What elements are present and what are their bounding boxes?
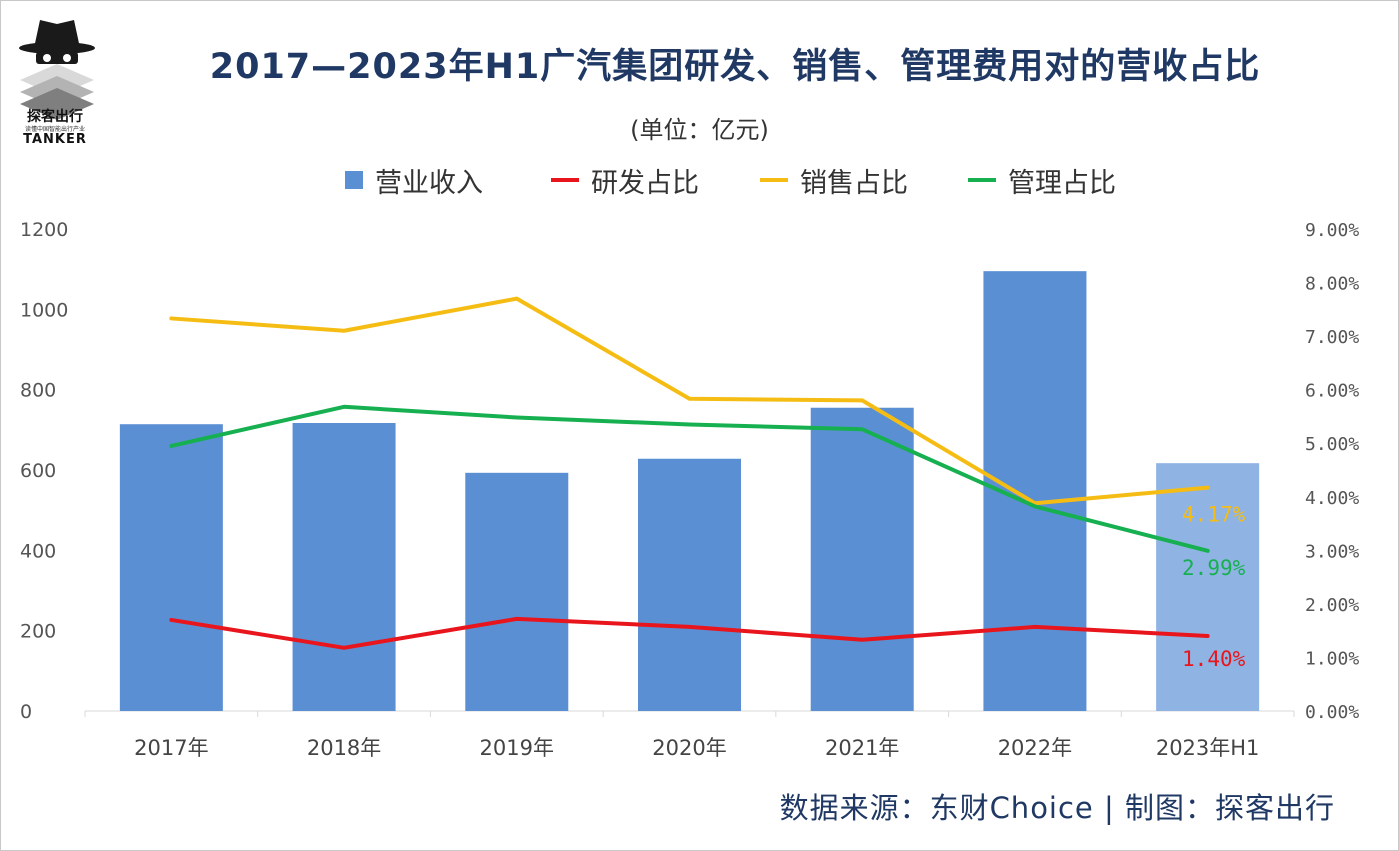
legend-swatch-sales [760,178,788,182]
x-axis-category-label: 2018年 [307,736,381,760]
x-axis-category-label: 2022年 [998,736,1072,760]
revenue-bar [465,472,569,711]
data-label-sales: 4.17% [1182,503,1246,527]
logo-cn-text: 探客出行 [27,109,83,125]
left-axis-tick-label: 1000 [20,299,68,321]
right-axis-tick-label: 0.00% [1305,702,1359,723]
legend-swatch-admin [968,178,996,182]
data-label-admin: 2.99% [1182,556,1246,580]
right-axis-tick-label: 3.00% [1305,541,1359,562]
right-axis-tick-label: 5.00% [1305,434,1359,455]
revenue-bar [1156,463,1260,711]
right-axis-tick-label: 1.00% [1305,648,1359,669]
left-axis-tick-label: 1200 [20,219,68,241]
left-axis-tick-label: 400 [20,540,56,562]
right-axis-tick-label: 9.00% [1305,220,1359,241]
x-axis-category-label: 2019年 [480,736,554,760]
right-axis-tick-label: 6.00% [1305,381,1359,402]
right-axis-tick-label: 2.00% [1305,595,1359,616]
left-axis-tick-label: 0 [20,701,32,723]
revenue-bar [638,458,741,711]
left-axis-tick-label: 600 [20,460,56,482]
legend-item-sales: 销售占比 [760,160,908,200]
revenue-bar [810,407,914,711]
legend-label-sales: 销售占比 [800,167,908,199]
legend-label-admin: 管理占比 [1008,167,1116,199]
legend-swatch-revenue [345,171,363,189]
revenue-bar [292,423,396,711]
x-axis-category-label: 2020年 [652,736,726,760]
data-label-rd: 1.40% [1182,647,1246,671]
legend-item-rd: 研发占比 [551,160,699,200]
tanker-logo-icon [19,20,95,120]
right-axis-tick-label: 4.00% [1305,488,1359,509]
left-axis-tick-label: 800 [20,380,56,402]
chart-title: 2017—2023年H1广汽集团研发、销售、管理费用对的营收占比 [209,47,1261,87]
legend-label-rd: 研发占比 [591,167,699,199]
legend-label-revenue: 营业收入 [375,167,483,199]
left-axis-tick-label: 200 [20,621,56,643]
chart-unit: (单位：亿元) [630,116,769,144]
chart-legend: 营业收入 研发占比 销售占比 管理占比 [0,160,1399,200]
legend-swatch-rd [551,178,579,182]
revenue-bar [119,424,223,711]
legend-item-admin: 管理占比 [968,160,1116,200]
legend-item-revenue: 营业收入 [345,160,483,200]
right-axis-tick-label: 7.00% [1305,327,1359,348]
x-axis-category-label: 2017年 [134,736,208,760]
right-axis-tick-label: 8.00% [1305,274,1359,295]
logo-en-text: TANKER [23,132,87,147]
x-axis-category-label: 2023年H1 [1156,736,1260,760]
x-axis-category-label: 2021年 [825,736,899,760]
logo-tagline: 读懂中国智能出行产业 [24,126,85,133]
source-note: 数据来源：东财Choice | 制图：探客出行 [779,791,1335,825]
